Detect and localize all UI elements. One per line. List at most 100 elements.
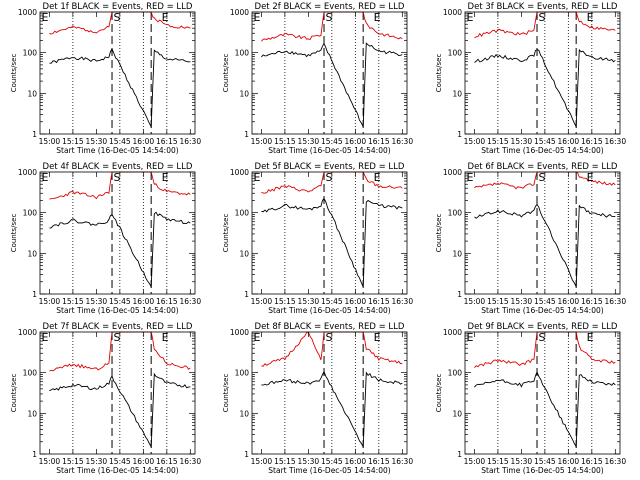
chart-title: Det 9f BLACK = Events, RED = LLD [468, 322, 618, 332]
x-tick-label: 15:30 [298, 297, 320, 306]
x-tick-label: 16:30 [604, 457, 626, 466]
x-tick-label: 15:30 [511, 137, 533, 146]
y-tick-label: 10 [27, 409, 37, 418]
y-tick-label: 1 [32, 290, 37, 299]
x-tick-label: 15:15 [62, 137, 84, 146]
chart-panel: Det 1f BLACK = Events, RED = LLD 1 10 100 10… [10, 2, 201, 155]
x-tick-label: 16:15 [156, 137, 178, 146]
y-tick-label: 10 [452, 249, 462, 258]
x-tick-label: 15:15 [62, 457, 84, 466]
y-tick-label: 1000 [443, 168, 462, 177]
chart-title: Det 5f BLACK = Events, RED = LLD [255, 162, 405, 172]
x-tick-label: 15:30 [298, 457, 320, 466]
x-tick-label: 16:15 [581, 457, 603, 466]
y-tick-label: 1 [244, 290, 249, 299]
y-tick-label: 1000 [18, 168, 37, 177]
interval-marker: S [114, 171, 121, 184]
x-axis-label: Start Time (16-Dec-05 14:54:00) [481, 306, 603, 315]
interval-marker: E [587, 11, 594, 24]
x-axis-label: Start Time (16-Dec-05 14:54:00) [56, 146, 178, 155]
interval-marker: E [42, 11, 49, 24]
x-tick-label: 16:00 [558, 137, 580, 146]
y-tick-label: 1000 [443, 8, 462, 17]
interval-marker: E [467, 331, 474, 344]
chart-title: Det 7f BLACK = Events, RED = LLD [43, 322, 193, 332]
x-tick-label: 16:15 [156, 297, 178, 306]
x-tick-label: 16:00 [133, 457, 155, 466]
x-tick-label: 15:15 [274, 297, 296, 306]
y-tick-label: 100 [23, 49, 38, 58]
x-tick-label: 16:30 [179, 297, 201, 306]
x-tick-label: 16:00 [558, 457, 580, 466]
x-tick-label: 16:30 [391, 297, 413, 306]
x-tick-label: 16:30 [604, 137, 626, 146]
x-tick-label: 15:45 [109, 297, 131, 306]
chart-panel: Det 8f BLACK = Events, RED = LLD 1 10 100 10… [222, 322, 413, 475]
y-tick-label: 100 [448, 369, 463, 378]
x-tick-label: 15:45 [534, 457, 556, 466]
x-tick-label: 15:15 [487, 457, 509, 466]
y-tick-label: 100 [235, 49, 250, 58]
interval-marker: S [539, 331, 546, 344]
chart-title: Det 2f BLACK = Events, RED = LLD [255, 2, 405, 12]
x-axis-label: Start Time (16-Dec-05 14:54:00) [56, 466, 178, 475]
y-tick-label: 1 [32, 450, 37, 459]
interval-marker: E [374, 171, 381, 184]
x-tick-label: 16:00 [345, 137, 367, 146]
x-tick-label: 15:00 [464, 137, 486, 146]
y-tick-label: 1 [244, 130, 249, 139]
y-axis-label: Counts/sec [222, 374, 230, 413]
x-tick-label: 15:15 [487, 297, 509, 306]
series-events-line [261, 197, 403, 287]
y-tick-label: 1000 [18, 8, 37, 17]
chart-title: Det 1f BLACK = Events, RED = LLD [43, 2, 193, 12]
x-axis-label: Start Time (16-Dec-05 14:54:00) [481, 466, 603, 475]
x-tick-label: 15:45 [109, 457, 131, 466]
x-tick-label: 15:30 [298, 137, 320, 146]
plot-frame [464, 11, 621, 135]
x-tick-label: 15:00 [464, 297, 486, 306]
x-tick-label: 16:30 [391, 137, 413, 146]
y-tick-label: 1000 [230, 328, 249, 337]
x-tick-label: 16:30 [179, 137, 201, 146]
x-tick-label: 15:30 [86, 297, 108, 306]
interval-marker: S [326, 171, 333, 184]
x-axis-label: Start Time (16-Dec-05 14:54:00) [268, 306, 390, 315]
x-tick-label: 15:00 [251, 137, 273, 146]
interval-marker: E [254, 171, 261, 184]
y-tick-label: 1000 [18, 328, 37, 337]
plot-frame [251, 11, 408, 135]
interval-marker: S [539, 171, 546, 184]
x-tick-label: 16:00 [133, 297, 155, 306]
y-tick-label: 1 [457, 130, 462, 139]
series-events-line [474, 370, 616, 449]
x-tick-label: 15:30 [511, 457, 533, 466]
plot-frame [251, 171, 408, 295]
chart-title: Det 8f BLACK = Events, RED = LLD [255, 322, 405, 332]
plot-frame [251, 331, 408, 455]
x-axis-label: Start Time (16-Dec-05 14:54:00) [56, 306, 178, 315]
x-tick-label: 16:15 [581, 137, 603, 146]
series-events-line [261, 42, 403, 127]
plot-frame [464, 171, 621, 295]
chart-panel: Det 2f BLACK = Events, RED = LLD 1 10 100 10… [222, 2, 413, 155]
chart-panel: Det 7f BLACK = Events, RED = LLD 1 10 100 10… [10, 322, 201, 475]
y-tick-label: 1 [457, 290, 462, 299]
series-events-line [49, 211, 191, 289]
chart-panel: Det 5f BLACK = Events, RED = LLD 1 10 100 10… [222, 162, 413, 315]
y-axis-label: Counts/sec [222, 214, 230, 253]
interval-marker: E [162, 11, 169, 24]
x-tick-label: 16:30 [604, 297, 626, 306]
series-events-line [49, 372, 191, 449]
chart-panel: Det 4f BLACK = Events, RED = LLD 1 10 100 10… [10, 162, 201, 315]
x-tick-label: 16:15 [368, 297, 390, 306]
x-axis-label: Start Time (16-Dec-05 14:54:00) [268, 146, 390, 155]
x-tick-label: 15:30 [511, 297, 533, 306]
x-tick-label: 15:00 [251, 297, 273, 306]
y-tick-label: 100 [448, 209, 463, 218]
x-tick-label: 16:15 [581, 297, 603, 306]
x-tick-label: 15:45 [534, 137, 556, 146]
series-events-line [49, 47, 191, 129]
y-tick-label: 100 [23, 369, 38, 378]
